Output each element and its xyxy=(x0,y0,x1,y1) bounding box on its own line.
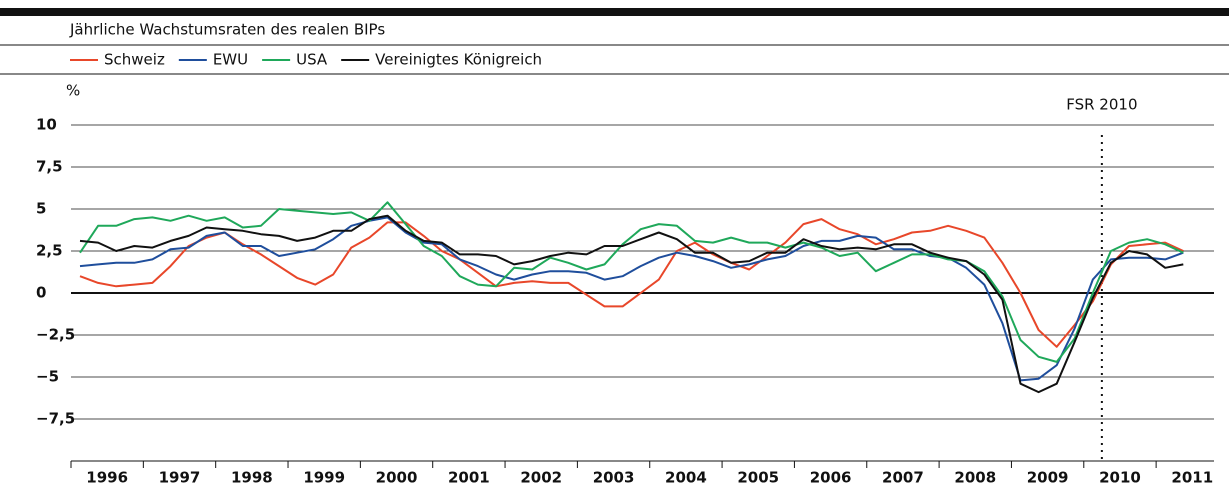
y-tick-label: 7,5 xyxy=(36,158,63,176)
x-tick-label: 2000 xyxy=(376,469,418,487)
legend-label: Vereinigtes Königreich xyxy=(375,51,542,69)
legend-label: EWU xyxy=(213,51,248,69)
x-tick-label: 1996 xyxy=(86,469,128,487)
x-tick-label: 2008 xyxy=(954,469,996,487)
y-tick-label: 2,5 xyxy=(36,242,63,260)
series-line xyxy=(79,218,1184,348)
y-tick-label: −5 xyxy=(36,368,59,386)
chart-title: Jährliche Wachstumsraten des realen BIPs xyxy=(69,21,385,39)
x-tick-label: 2011 xyxy=(1171,469,1213,487)
y-tick-label: 0 xyxy=(36,284,46,302)
y-tick-label: 5 xyxy=(36,200,46,218)
x-tick-label: 2005 xyxy=(737,469,779,487)
series-line xyxy=(79,201,1184,363)
legend-label: USA xyxy=(296,51,328,69)
x-tick-label: 1997 xyxy=(159,469,201,487)
y-tick-label: −7,5 xyxy=(36,410,75,428)
x-tick-label: 2004 xyxy=(665,469,707,487)
y-tick-label: −2,5 xyxy=(36,326,75,344)
x-tick-label: 2001 xyxy=(448,469,490,487)
x-tick-label: 2007 xyxy=(882,469,924,487)
series-line xyxy=(79,216,1184,382)
y-tick-label: 10 xyxy=(36,116,57,134)
legend-label: Schweiz xyxy=(104,51,165,69)
y-axis-label: % xyxy=(66,82,80,100)
x-tick-label: 2006 xyxy=(810,469,852,487)
series-line xyxy=(79,214,1184,394)
x-tick-label: 2010 xyxy=(1099,469,1141,487)
x-tick-label: 1999 xyxy=(303,469,345,487)
x-tick-label: 2003 xyxy=(593,469,635,487)
top-bar xyxy=(0,8,1229,16)
annotation-label: FSR 2010 xyxy=(1066,96,1137,114)
x-tick-label: 2002 xyxy=(520,469,562,487)
x-tick-label: 1998 xyxy=(231,469,273,487)
x-tick-label: 2009 xyxy=(1027,469,1069,487)
